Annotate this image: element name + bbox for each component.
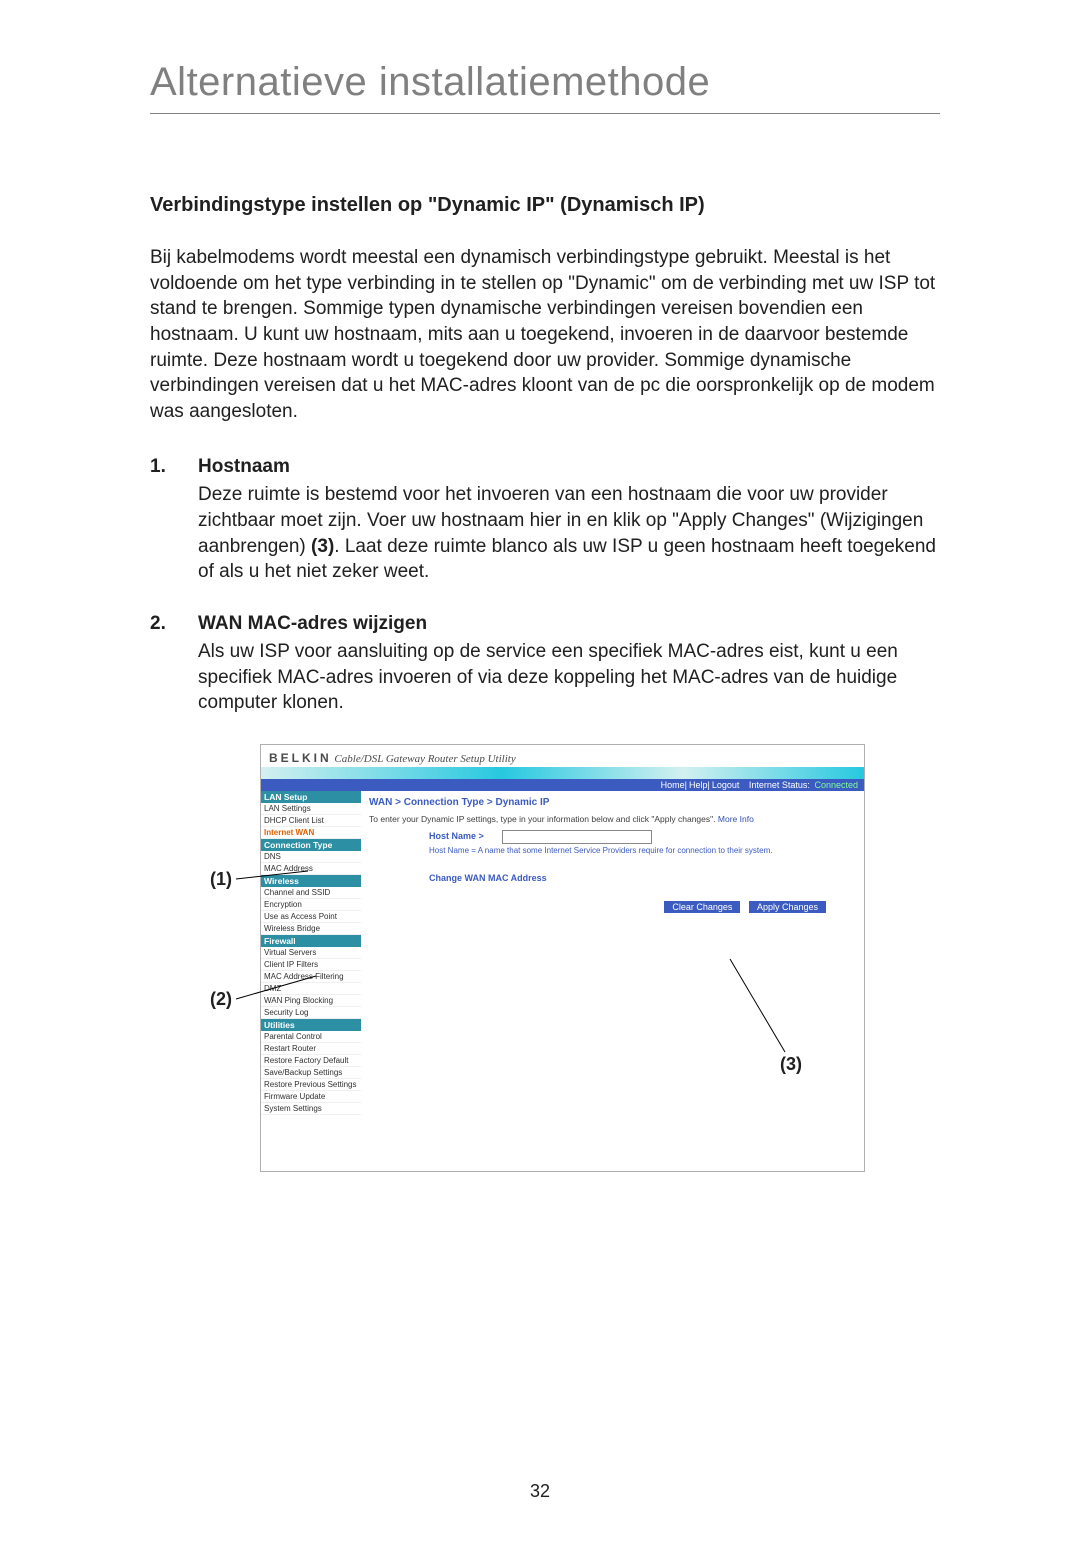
router-sidebar: LAN SetupLAN SettingsDHCP Client ListInt… [261, 791, 361, 1171]
router-figure: (1) (2) (3) BELKIN Cable/DSL Gateway Rou… [210, 744, 940, 1172]
page-title: Alternatieve installatiemethode [150, 60, 940, 114]
sidebar-category: LAN Setup [261, 791, 361, 803]
nav-help[interactable]: Help [689, 780, 708, 790]
sidebar-item[interactable]: Wireless Bridge [261, 923, 361, 935]
sidebar-item[interactable]: Channel and SSID [261, 887, 361, 899]
sidebar-item[interactable]: WAN Ping Blocking [261, 995, 361, 1007]
body-bold: (3) [311, 536, 334, 557]
section-heading: Verbindingstype instellen op "Dynamic IP… [150, 194, 940, 217]
sidebar-item[interactable]: Parental Control [261, 1031, 361, 1043]
router-main: WAN > Connection Type > Dynamic IP To en… [361, 791, 864, 1171]
instruction-pre: To enter your Dynamic IP settings, type … [369, 814, 718, 824]
hostname-label: Host Name > [429, 831, 499, 841]
nav-logout[interactable]: Logout [712, 780, 740, 790]
sidebar-item[interactable]: Restart Router [261, 1043, 361, 1055]
intro-paragraph: Bij kabelmodems wordt meestal een dynami… [150, 245, 940, 424]
sidebar-item[interactable]: Restore Previous Settings [261, 1079, 361, 1091]
change-mac-link[interactable]: Change WAN MAC Address [429, 873, 856, 883]
more-info-link[interactable]: More Info [718, 814, 754, 824]
hostname-input[interactable] [502, 830, 652, 844]
item-heading: WAN MAC-adres wijzigen [198, 613, 940, 635]
callout-1: (1) [210, 869, 232, 890]
sidebar-item[interactable]: Security Log [261, 1007, 361, 1019]
body-text: Als uw ISP voor aansluiting op de servic… [198, 641, 898, 713]
sidebar-item[interactable]: DMZ [261, 983, 361, 995]
hostname-hint: Host Name = A name that some Internet Se… [429, 846, 789, 855]
list-number: 1. [150, 456, 198, 585]
sidebar-item[interactable]: MAC Address [261, 863, 361, 875]
sidebar-item[interactable]: System Settings [261, 1103, 361, 1115]
instruction-text: To enter your Dynamic IP settings, type … [369, 814, 856, 824]
sidebar-item[interactable]: DHCP Client List [261, 815, 361, 827]
sidebar-item[interactable]: Virtual Servers [261, 947, 361, 959]
hostname-row: Host Name > [429, 830, 856, 844]
clear-changes-button[interactable]: Clear Changes [664, 901, 740, 913]
sidebar-item[interactable]: Internet WAN [261, 827, 361, 839]
status-value: Connected [814, 780, 858, 790]
sidebar-item[interactable]: DNS [261, 851, 361, 863]
status-label: Internet Status: [749, 780, 810, 790]
router-screenshot: BELKIN Cable/DSL Gateway Router Setup Ut… [260, 744, 865, 1172]
router-header: BELKIN Cable/DSL Gateway Router Setup Ut… [261, 745, 864, 767]
breadcrumb: WAN > Connection Type > Dynamic IP [369, 797, 856, 808]
brand-suffix: Cable/DSL Gateway Router Setup Utility [332, 753, 516, 765]
sidebar-category: Connection Type [261, 839, 361, 851]
sidebar-item[interactable]: MAC Address Filtering [261, 971, 361, 983]
decorative-bar [261, 767, 864, 779]
sidebar-item[interactable]: Save/Backup Settings [261, 1067, 361, 1079]
top-nav-bar: Home|Help|Logout Internet Status: Connec… [261, 779, 864, 791]
list-item-1: 1. Hostnaam Deze ruimte is bestemd voor … [150, 456, 940, 585]
sidebar-item[interactable]: Client IP Filters [261, 959, 361, 971]
nav-home[interactable]: Home [661, 780, 685, 790]
sidebar-item[interactable]: LAN Settings [261, 803, 361, 815]
item-body: Als uw ISP voor aansluiting op de servic… [198, 639, 940, 716]
callout-2: (2) [210, 989, 232, 1010]
item-body: Deze ruimte is bestemd voor het invoeren… [198, 482, 940, 585]
sidebar-item[interactable]: Encryption [261, 899, 361, 911]
sidebar-item[interactable]: Restore Factory Default [261, 1055, 361, 1067]
list-number: 2. [150, 613, 198, 716]
sidebar-category: Firewall [261, 935, 361, 947]
sidebar-item[interactable]: Firmware Update [261, 1091, 361, 1103]
sidebar-category: Utilities [261, 1019, 361, 1031]
sidebar-category: Wireless [261, 875, 361, 887]
brand-logo: BELKIN [269, 751, 332, 765]
list-item-2: 2. WAN MAC-adres wijzigen Als uw ISP voo… [150, 613, 940, 716]
sidebar-item[interactable]: Use as Access Point [261, 911, 361, 923]
item-heading: Hostnaam [198, 456, 940, 478]
apply-changes-button[interactable]: Apply Changes [749, 901, 826, 913]
page-number: 32 [0, 1481, 1080, 1502]
